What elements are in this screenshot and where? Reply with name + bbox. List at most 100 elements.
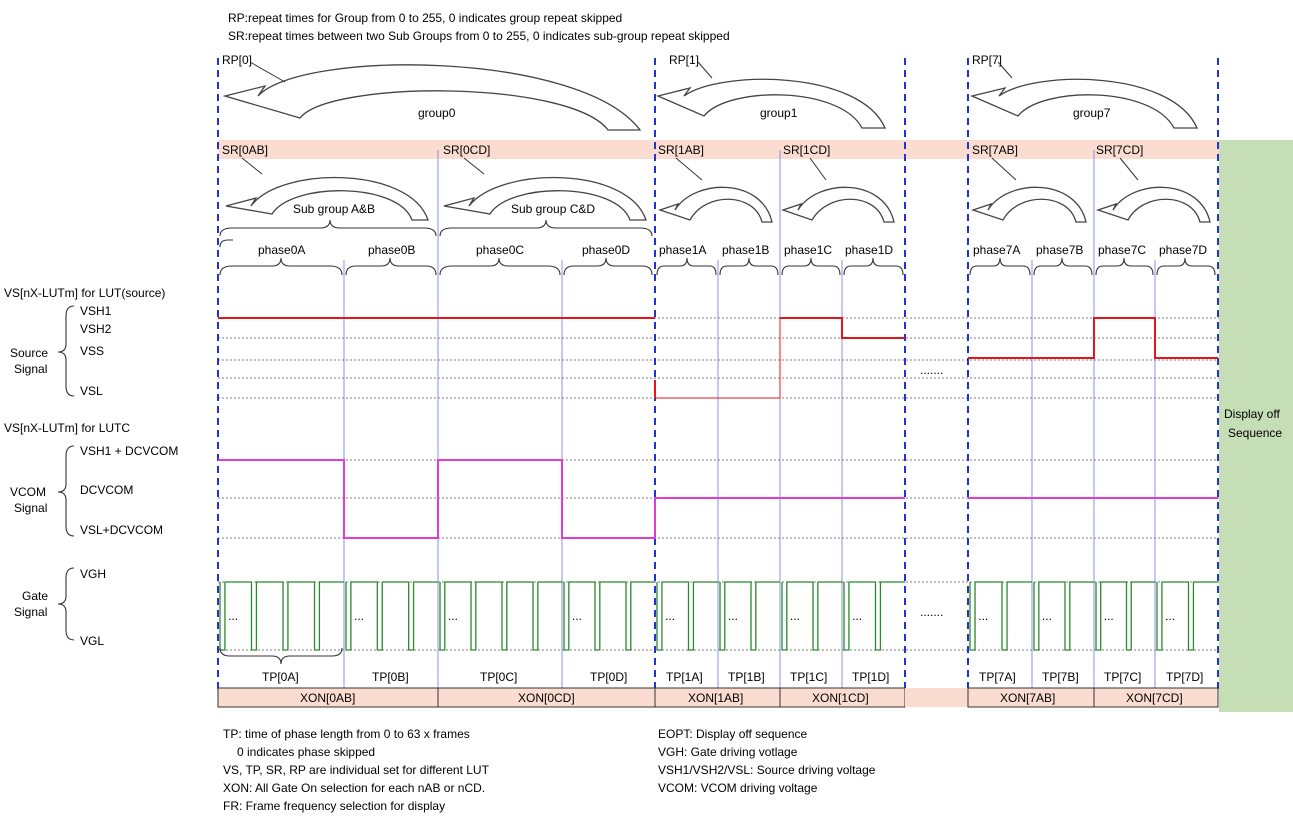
vcom-title: VS[nX-LUTm] for LUTC [4, 421, 130, 435]
level-vsh1: VSH1 [80, 304, 112, 318]
gate-dots-0: ... [228, 609, 238, 623]
note-tp: TP: time of phase length from 0 to 63 x … [223, 727, 470, 741]
tp-1c: TP[1C] [790, 670, 827, 684]
note-vgh: VGH: Gate driving votlage [658, 745, 798, 759]
tp-7c: TP[7C] [1104, 670, 1141, 684]
gate-dots-11: ... [1165, 609, 1175, 623]
subgroup-ab-arrow [225, 176, 429, 221]
phase-boundaries [343, 150, 1156, 688]
phase-0c: phase0C [476, 243, 524, 257]
xon-0ab: XON[0AB] [300, 691, 355, 705]
level-dcvcom: DCVCOM [80, 483, 133, 497]
phase-1b: phase1B [722, 243, 769, 257]
tp-1d: TP[1D] [852, 670, 889, 684]
xon-0cd: XON[0CD] [518, 691, 575, 705]
subgroup-7ab-arrow [970, 186, 1087, 223]
tp-0d: TP[0D] [590, 670, 627, 684]
subgroup-1ab-arrow [657, 186, 773, 223]
phase-1c: phase1C [784, 243, 832, 257]
group0-arrow [222, 64, 642, 131]
source-signal [218, 317, 1218, 399]
note-tp-skip: 0 indicates phase skipped [237, 745, 375, 759]
group-arrows [222, 64, 1198, 131]
sr-note: SR:repeat times between two Sub Groups f… [228, 29, 730, 43]
source-title: VS[nX-LUTm] for LUT(source) [4, 286, 165, 300]
gate-pulses-5 [719, 581, 780, 651]
gate-dots-10: ... [1104, 609, 1114, 623]
rp0-label: RP[0] [222, 53, 252, 67]
subgroup-cd-label: Sub group C&D [511, 202, 595, 216]
gate-pulses-9 [1033, 581, 1094, 651]
phase-1a: phase1A [659, 243, 706, 257]
display-off-block [1219, 140, 1293, 712]
display-off-line1: Display off [1224, 407, 1280, 421]
gate-dots-2: ... [448, 609, 458, 623]
gate-pulses-8 [969, 581, 1032, 651]
gate-dots-8: ... [978, 609, 988, 623]
tp-7b: TP[7B] [1042, 670, 1079, 684]
xon-1ab: XON[1AB] [688, 691, 743, 705]
gate-dots-3: ... [572, 609, 582, 623]
vcom-brace [57, 445, 75, 537]
group1-label: group1 [760, 106, 798, 120]
gap-dots-source: ....... [920, 363, 943, 377]
phase-0a: phase0A [258, 243, 305, 257]
gate-pulses-0 [219, 581, 344, 651]
rp-note: RP:repeat times for Group from 0 to 255,… [228, 11, 622, 25]
gap-dots-gate: ....... [920, 605, 943, 619]
level-grid [218, 317, 1219, 651]
tp-0c: TP[0C] [480, 670, 517, 684]
phase-labels: phase0A phase0B phase0C phase0D phase1A … [258, 243, 1207, 257]
xon-7ab: XON[7AB] [1000, 691, 1055, 705]
subgroup-1cd-arrow [780, 186, 895, 223]
note-vsh: VSH1/VSH2/VSL: Source driving voltage [658, 763, 876, 777]
gate-pulses-11 [1156, 581, 1218, 651]
gate-pulses-2 [439, 581, 562, 651]
gate-pulses-3 [563, 581, 655, 651]
gate-label-1: Gate [22, 589, 48, 603]
rp7-label: RP[7] [972, 53, 1002, 67]
gate-dots-6: ... [790, 609, 800, 623]
sr-1ab: SR[1AB] [658, 143, 704, 157]
note-vcom: VCOM: VCOM driving voltage [658, 781, 818, 795]
source-label-1: Source [10, 346, 48, 360]
tp-0a: TP[0A] [262, 670, 299, 684]
display-off-line2: Sequence [1228, 426, 1282, 440]
sr-1cd: SR[1CD] [783, 143, 830, 157]
gate-pulses-6 [781, 581, 842, 651]
phase-7c: phase7C [1098, 243, 1146, 257]
xon-7cd: XON[7CD] [1126, 691, 1183, 705]
gate-dots-5: ... [728, 609, 738, 623]
phase-braces-upper [219, 239, 1216, 276]
phase-7d: phase7D [1159, 243, 1207, 257]
level-vsh2: VSH2 [80, 322, 112, 336]
group7-arrow [969, 78, 1198, 129]
group-boundaries [217, 58, 1219, 690]
subgroup-braces [219, 219, 653, 237]
subgroup-arrows [225, 176, 1211, 223]
note-xon: XON: All Gate On selection for each nAB … [223, 781, 485, 795]
level-vgh: VGH [80, 567, 106, 581]
group0-label: group0 [418, 106, 456, 120]
sr-7cd: SR[7CD] [1096, 143, 1143, 157]
sr-band [218, 140, 1221, 159]
note-individual: VS, TP, SR, RP are individual set for di… [223, 763, 490, 777]
phase-0d: phase0D [582, 243, 630, 257]
subgroup-cd-arrow [443, 176, 647, 221]
note-fr: FR: Frame frequency selection for displa… [223, 799, 445, 813]
phase-1d: phase1D [845, 243, 893, 257]
rp1-pointer [697, 61, 713, 79]
sr-0ab: SR[0AB] [222, 143, 268, 157]
gate-brace [57, 567, 75, 641]
tp-1b: TP[1B] [728, 670, 765, 684]
gate-dots-9: ... [1042, 609, 1052, 623]
xon-row: XON[0AB] XON[0CD] XON[1AB] XON[1CD] XON[… [217, 687, 1219, 708]
tp-1a: TP[1A] [666, 670, 703, 684]
gate-signal: .................................... [219, 581, 1218, 651]
subgroup-ab-label: Sub group A&B [293, 202, 375, 216]
group7-label: group7 [1073, 106, 1111, 120]
source-brace [57, 305, 75, 397]
gate-dots-4: ... [665, 609, 675, 623]
notes-left: TP: time of phase length from 0 to 63 x … [223, 727, 490, 813]
